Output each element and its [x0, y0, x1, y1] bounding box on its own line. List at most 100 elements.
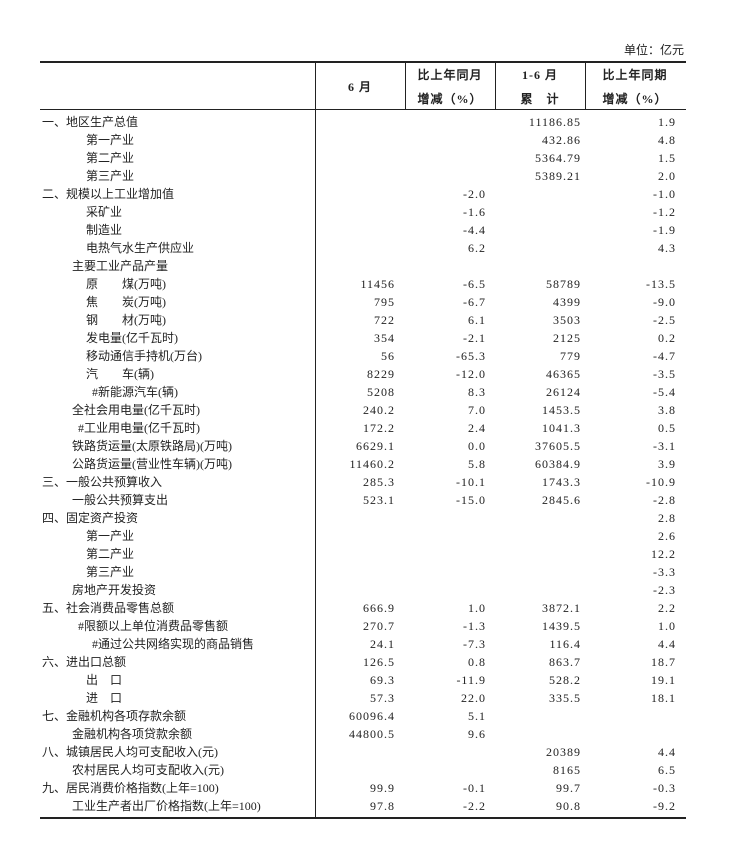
cell-value: -15.0	[456, 493, 486, 507]
cell-value: 22.0	[461, 691, 486, 705]
cell-value: 722	[374, 313, 395, 327]
cell-value: -6.5	[463, 277, 486, 291]
cell-value: 0.8	[468, 655, 486, 669]
cell-value: -10.1	[456, 475, 486, 489]
cell-value: -1.9	[653, 223, 676, 237]
cell-value: -4.4	[463, 223, 486, 237]
header-cell: 增减（%）	[417, 92, 483, 106]
column-rule	[495, 62, 496, 110]
cell-value: 18.7	[651, 655, 676, 669]
cell-value: 2.0	[658, 169, 676, 183]
cell-value: 7.0	[468, 403, 486, 417]
top-rule	[40, 61, 686, 63]
row-label: 七、金融机构各项存款余额	[42, 709, 187, 723]
cell-value: 2125	[553, 331, 581, 345]
header-cell: 累 计	[520, 92, 560, 106]
column-rule	[585, 62, 586, 110]
row-label: 房地产开发投资	[72, 583, 157, 597]
cell-value: 56	[381, 349, 395, 363]
cell-value: -0.1	[463, 781, 486, 795]
cell-value: -2.5	[653, 313, 676, 327]
row-label: 公路货运量(营业性车辆)(万吨)	[72, 457, 232, 471]
row-label: 发电量(亿千瓦时)	[86, 331, 178, 345]
cell-value: 8229	[367, 367, 395, 381]
cell-value: 6629.1	[356, 439, 395, 453]
cell-value: -0.3	[653, 781, 676, 795]
cell-value: 1.0	[468, 601, 486, 615]
cell-value: 4.4	[658, 745, 676, 759]
cell-value: -10.9	[646, 475, 676, 489]
row-label: 采矿业	[86, 205, 123, 219]
row-label: #新能源汽车(辆)	[92, 385, 178, 399]
row-label: 九、居民消费价格指数(上年=100)	[42, 781, 219, 795]
cell-value: 0.5	[658, 421, 676, 435]
cell-value: 11186.85	[528, 115, 581, 129]
header-rule	[40, 109, 686, 110]
cell-value: -2.3	[653, 583, 676, 597]
cell-value: 0.0	[468, 439, 486, 453]
cell-value: 9.6	[468, 727, 486, 741]
cell-value: -2.2	[463, 799, 486, 813]
cell-value: 6.5	[658, 763, 676, 777]
cell-value: -2.0	[463, 187, 486, 201]
cell-value: 2.8	[658, 511, 676, 525]
cell-value: -1.6	[463, 205, 486, 219]
cell-value: -1.2	[653, 205, 676, 219]
header-cell: 比上年同期	[602, 68, 668, 82]
row-label: 工业生产者出厂价格指数(上年=100)	[72, 799, 261, 813]
row-label: 全社会用电量(亿千瓦时)	[72, 403, 200, 417]
unit-label: 单位：亿元	[623, 43, 684, 57]
row-label: 汽 车(辆)	[86, 367, 154, 381]
cell-value: 20389	[546, 745, 581, 759]
cell-value: 60096.4	[349, 709, 395, 723]
cell-value: 1453.5	[542, 403, 581, 417]
cell-value: -2.8	[653, 493, 676, 507]
cell-value: -4.7	[653, 349, 676, 363]
row-label: 八、城镇居民人均可支配收入(元)	[42, 745, 218, 759]
cell-value: 666.9	[363, 601, 395, 615]
cell-value: 3503	[553, 313, 581, 327]
bottom-rule	[40, 817, 686, 819]
cell-value: 116.4	[549, 637, 581, 651]
row-label: 主要工业产品产量	[72, 259, 169, 273]
cell-value: 779	[560, 349, 581, 363]
row-label: 焦 炭(万吨)	[86, 295, 166, 309]
cell-value: -13.5	[646, 277, 676, 291]
cell-value: 4.3	[658, 241, 676, 255]
row-label: 三、一般公共预算收入	[42, 475, 163, 489]
row-label: 二、规模以上工业增加值	[42, 187, 175, 201]
row-label: 第二产业	[86, 151, 135, 165]
cell-value: -3.5	[653, 367, 676, 381]
cell-value: -9.2	[653, 799, 676, 813]
row-label: #通过公共网络实现的商品销售	[92, 637, 255, 651]
cell-value: -3.3	[653, 565, 676, 579]
cell-value: 6.2	[468, 241, 486, 255]
column-rule	[315, 62, 316, 818]
cell-value: 3.8	[658, 403, 676, 417]
cell-value: 58789	[546, 277, 581, 291]
cell-value: 1439.5	[542, 619, 581, 633]
row-label: 钢 材(万吨)	[86, 313, 166, 327]
row-label: 制造业	[86, 223, 123, 237]
cell-value: 97.8	[370, 799, 395, 813]
cell-value: 126.5	[363, 655, 395, 669]
cell-value: 240.2	[363, 403, 395, 417]
cell-value: 1.5	[658, 151, 676, 165]
column-rule	[405, 62, 406, 110]
cell-value: 528.2	[549, 673, 581, 687]
cell-value: 8165	[553, 763, 581, 777]
cell-value: 3.9	[658, 457, 676, 471]
row-label: 出 口	[86, 673, 123, 687]
row-label: 一、地区生产总值	[42, 115, 139, 129]
cell-value: 6.1	[468, 313, 486, 327]
cell-value: -5.4	[653, 385, 676, 399]
cell-value: 46365	[546, 367, 581, 381]
cell-value: -6.7	[463, 295, 486, 309]
cell-value: 1.0	[658, 619, 676, 633]
cell-value: 1041.3	[542, 421, 581, 435]
cell-value: 4.4	[658, 637, 676, 651]
row-label: #工业用电量(亿千瓦时)	[78, 421, 200, 435]
row-label: 第三产业	[86, 565, 135, 579]
cell-value: 1743.3	[542, 475, 581, 489]
